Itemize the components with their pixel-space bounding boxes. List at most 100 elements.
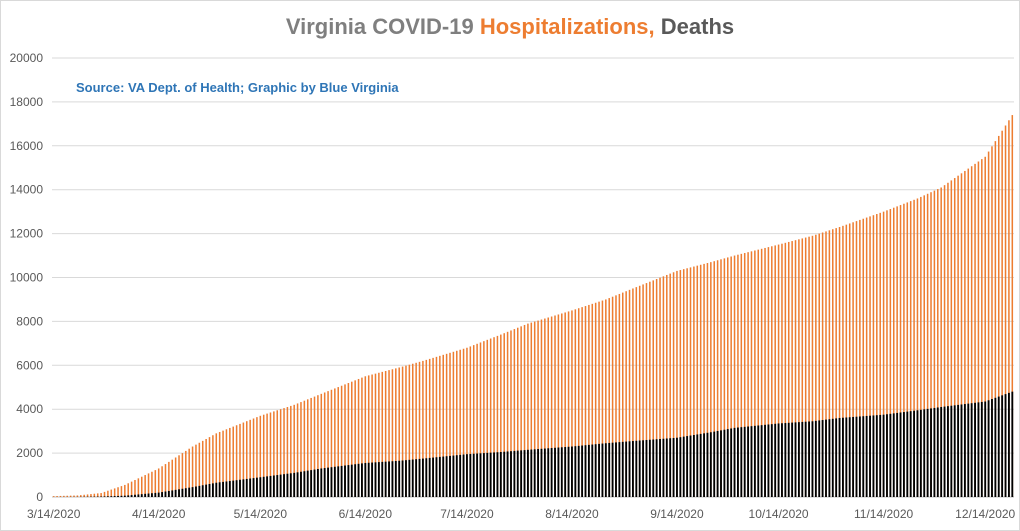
deaths-bar (770, 424, 773, 497)
hospitalizations-bar (76, 495, 79, 497)
deaths-bar (167, 490, 170, 497)
deaths-bar (631, 441, 634, 497)
deaths-bar (476, 453, 479, 497)
hospitalizations-bar (557, 314, 560, 497)
deaths-bar (218, 482, 221, 497)
deaths-bar (940, 407, 943, 497)
hospitalizations-bar (984, 156, 986, 497)
hospitalizations-bar (598, 301, 600, 497)
x-tick-label: 11/14/2020 (854, 507, 913, 521)
deaths-bar (909, 411, 912, 497)
deaths-bar (611, 442, 614, 497)
deaths-bar (730, 428, 733, 497)
hospitalizations-bar (90, 494, 92, 497)
deaths-bar (737, 427, 739, 497)
deaths-bar (635, 440, 638, 497)
deaths-bar (943, 406, 946, 497)
hospitalizations-bar (418, 361, 421, 497)
deaths-bar (567, 446, 570, 497)
deaths-bar (571, 446, 573, 497)
hospitalizations-bar (476, 343, 478, 497)
x-tick-label: 10/14/2020 (749, 507, 809, 521)
y-tick-label: 14000 (10, 183, 44, 197)
deaths-bar (970, 403, 973, 497)
deaths-bar (323, 468, 326, 497)
hospitalizations-bar (777, 244, 780, 497)
deaths-bar (963, 404, 966, 497)
deaths-bar (418, 458, 421, 497)
deaths-bar (764, 424, 766, 497)
deaths-bar (967, 403, 970, 497)
hospitalizations-bar (86, 494, 89, 497)
hospitalizations-bar (249, 419, 251, 497)
deaths-bar (757, 425, 760, 497)
deaths-bar (716, 430, 719, 497)
hospitalizations-bar (63, 495, 65, 497)
deaths-bar (361, 463, 363, 497)
deaths-bar (919, 409, 922, 497)
deaths-bar (110, 496, 113, 497)
deaths-bar (747, 426, 750, 497)
deaths-bar (845, 417, 848, 497)
deaths-bar (157, 492, 160, 497)
deaths-bar (625, 441, 628, 497)
deaths-bar (171, 490, 174, 497)
deaths-bar (842, 417, 844, 497)
deaths-bar (103, 496, 106, 497)
hospitalizations-bar (625, 291, 627, 497)
hospitalizations-bar (733, 255, 736, 497)
deaths-bar (808, 421, 810, 497)
deaths-bar (296, 472, 299, 497)
deaths-bar (354, 464, 357, 497)
deaths-bar (452, 455, 455, 497)
hospitalizations-bar (408, 364, 411, 497)
deaths-bar (347, 465, 350, 497)
deaths-bar (184, 488, 187, 497)
deaths-bar (388, 461, 390, 497)
hospitalizations-bar (832, 229, 834, 497)
hospitalizations-bar (147, 473, 150, 497)
deaths-bar (879, 414, 882, 497)
hospitalizations-bar (442, 354, 444, 497)
deaths-bar (543, 448, 546, 497)
hospitalizations-bar (798, 239, 800, 497)
hospitalizations-bar (811, 235, 814, 498)
hospitalizations-bar (174, 457, 177, 497)
hospitalizations-bar (157, 468, 160, 497)
deaths-bar (835, 418, 838, 497)
deaths-bar (902, 412, 905, 497)
deaths-bar (333, 466, 336, 497)
hospitalizations-bar (828, 230, 831, 497)
deaths-bar (669, 438, 672, 497)
deaths-bar (947, 406, 949, 497)
hospitalizations-bar (323, 392, 326, 497)
hospitalizations-bar (239, 423, 241, 497)
deaths-bar (743, 426, 746, 497)
deaths-bar (482, 453, 485, 497)
deaths-bar (276, 475, 279, 497)
hospitalizations-bar (405, 365, 407, 497)
hospitalizations-bar (378, 372, 380, 497)
deaths-bar (648, 439, 651, 497)
deaths-bar (574, 446, 577, 497)
hospitalizations-bar (940, 187, 942, 497)
hospitalizations-bar (821, 232, 824, 497)
deaths-bar (421, 458, 424, 497)
deaths-bar (604, 443, 607, 497)
hospitalizations-bar (544, 318, 546, 497)
hospitalizations-bar (354, 380, 356, 497)
hospitalizations-bar (513, 329, 516, 497)
hospitalizations-bar (926, 193, 929, 497)
hospitalizations-bar (310, 397, 312, 497)
hospitalizations-bar (164, 464, 167, 497)
hospitalizations-bar (195, 444, 197, 497)
hospitalizations-bar (577, 308, 580, 497)
hospitalizations-bar (649, 281, 651, 497)
hospitalizations-bar (588, 304, 590, 497)
hospitalizations-bar (970, 166, 973, 497)
deaths-bar (286, 473, 289, 497)
deaths-bar (882, 414, 885, 497)
deaths-bar (628, 441, 631, 497)
deaths-bar (652, 439, 655, 497)
hospitalizations-bar (334, 388, 336, 497)
